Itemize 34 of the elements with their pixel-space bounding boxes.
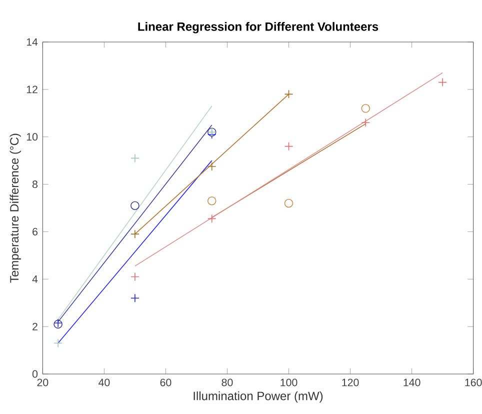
point (207, 162, 216, 171)
point (130, 272, 140, 282)
y-tick-label: 8 (32, 180, 38, 188)
y-tick-label: 12 (26, 86, 38, 94)
point (130, 201, 140, 210)
y-tick-label: 14 (26, 38, 38, 46)
point (361, 104, 370, 113)
point (207, 196, 216, 206)
x-tick-label: 160 (465, 378, 482, 386)
point (361, 118, 370, 128)
x-tick-label: 20 (37, 378, 48, 386)
y-tick-label: 6 (32, 228, 38, 236)
x-tick-label: 60 (160, 378, 172, 386)
y-tick-label: 2 (32, 322, 38, 330)
point (130, 230, 140, 238)
x-tick-label: 120 (342, 378, 359, 386)
x-tick-label: 140 (404, 378, 420, 386)
chart-title: Linear Regression for Different Volunteers (138, 22, 378, 34)
x-axis-title: Illumination Power (mW) (194, 391, 323, 403)
point (284, 198, 294, 208)
point (54, 338, 62, 348)
point (438, 78, 447, 87)
point (130, 154, 140, 163)
x-tick-label: 40 (98, 378, 110, 386)
y-axis-title: Temperature Difference (°C) (10, 134, 21, 283)
y-tick-label: 0 (32, 370, 38, 378)
x-tick-label: 80 (222, 378, 233, 386)
y-tick-label: 10 (26, 133, 38, 141)
point (284, 90, 294, 99)
x-tick-label: 100 (280, 378, 298, 386)
point (284, 142, 294, 151)
y-tick-label: 4 (32, 275, 38, 283)
point (130, 294, 140, 302)
point (207, 214, 216, 224)
